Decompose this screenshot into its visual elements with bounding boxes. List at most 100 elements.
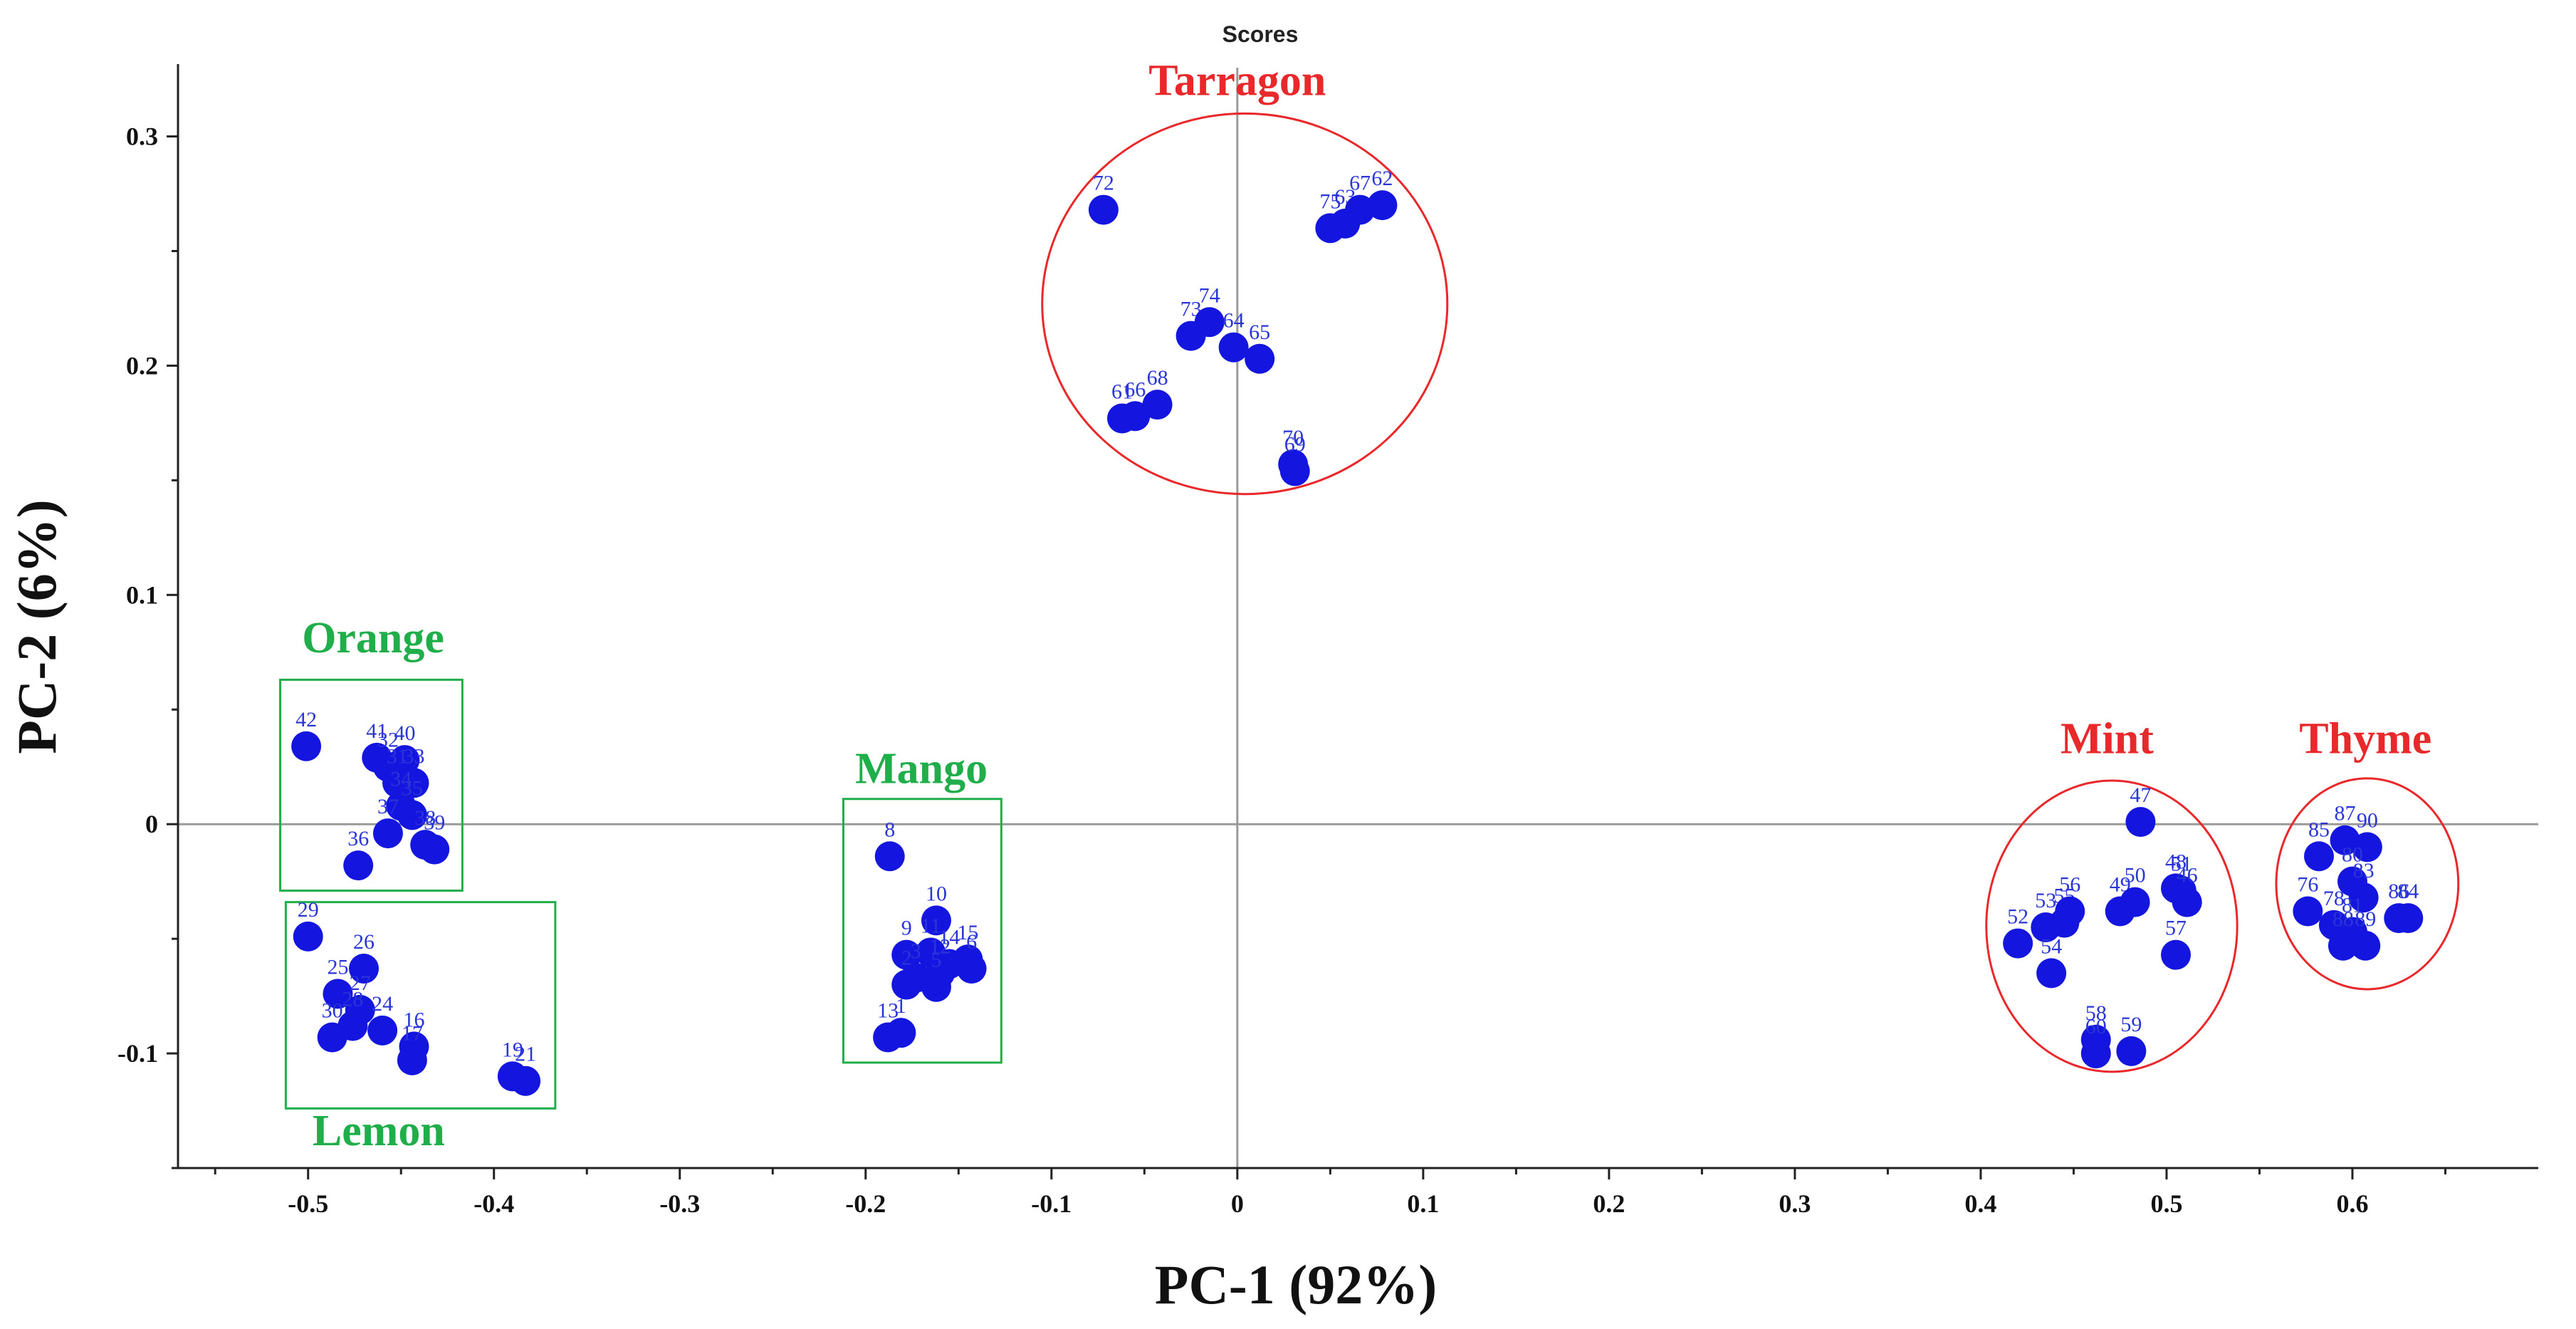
data-point-label: 74 bbox=[1199, 283, 1220, 307]
data-point-label: 62 bbox=[1371, 167, 1393, 190]
data-point bbox=[399, 768, 429, 798]
data-point-label: 70 bbox=[1282, 426, 1304, 449]
data-point bbox=[921, 905, 951, 936]
x-tick-label: -0.3 bbox=[659, 1189, 700, 1218]
tarragon-group-ellipse bbox=[1041, 112, 1449, 496]
data-point-label: 33 bbox=[404, 744, 425, 768]
x-tick-label: -0.5 bbox=[288, 1189, 328, 1218]
data-point bbox=[2120, 887, 2150, 917]
x-tick-label: -0.2 bbox=[845, 1189, 886, 1218]
data-point-label: 65 bbox=[1249, 320, 1270, 344]
data-point-label: 3 bbox=[911, 939, 921, 963]
mint-group-label: Mint bbox=[2061, 714, 2154, 763]
data-point-label: 9 bbox=[901, 917, 912, 940]
data-point bbox=[2303, 841, 2334, 872]
data-point bbox=[367, 1015, 398, 1046]
data-point-label: 29 bbox=[298, 898, 319, 922]
data-point-label: 21 bbox=[515, 1043, 536, 1066]
data-point bbox=[293, 921, 323, 952]
data-point-label: 14 bbox=[938, 926, 960, 949]
data-point bbox=[2293, 896, 2323, 927]
data-point bbox=[343, 850, 374, 881]
x-tick-label: -0.4 bbox=[473, 1189, 514, 1218]
data-point-label: 88 bbox=[2332, 907, 2354, 931]
x-tick-label: 0.4 bbox=[1964, 1189, 1996, 1218]
x-tick-label: 0.3 bbox=[1779, 1189, 1811, 1218]
data-point bbox=[2393, 903, 2424, 934]
data-point-label: 8 bbox=[884, 818, 895, 841]
data-point-label: 47 bbox=[2130, 783, 2151, 807]
data-point bbox=[2348, 882, 2379, 913]
data-point bbox=[2350, 930, 2381, 961]
data-point-label: 80 bbox=[2342, 843, 2363, 867]
data-point bbox=[291, 731, 322, 761]
data-point-label: 69 bbox=[1284, 433, 1306, 457]
data-point bbox=[397, 1045, 427, 1075]
data-point-label: 51 bbox=[2171, 853, 2192, 876]
data-point-label: 53 bbox=[2035, 889, 2056, 912]
data-point-label: 87 bbox=[2335, 802, 2356, 825]
data-point bbox=[349, 953, 379, 984]
data-point-label: 64 bbox=[1223, 309, 1245, 333]
data-point-label: 1 bbox=[896, 994, 906, 1018]
x-axis-label: PC-1 (92%) bbox=[1155, 1254, 1437, 1315]
data-point bbox=[2036, 958, 2067, 989]
data-point bbox=[317, 1022, 347, 1053]
data-point-label: 42 bbox=[295, 708, 317, 731]
data-point bbox=[2055, 896, 2085, 927]
data-point bbox=[389, 745, 420, 776]
data-point bbox=[511, 1065, 541, 1096]
data-point-label: 39 bbox=[424, 811, 445, 835]
data-point-label: 40 bbox=[394, 721, 415, 745]
data-point bbox=[1245, 343, 1275, 374]
data-point-label: 2 bbox=[901, 947, 912, 970]
data-point-label: 48 bbox=[2165, 850, 2187, 873]
mango-group-label: Mango bbox=[855, 744, 988, 793]
mint-group-ellipse bbox=[1985, 779, 2239, 1073]
thyme-group-label: Thyme bbox=[2299, 714, 2431, 763]
orange-group-box bbox=[279, 678, 464, 892]
data-point-label: 54 bbox=[2041, 934, 2062, 958]
data-point bbox=[2161, 939, 2192, 970]
mango-group-box bbox=[842, 798, 1002, 1064]
orange-group-label: Orange bbox=[302, 614, 444, 662]
data-point-label: 57 bbox=[2165, 917, 2187, 940]
data-point bbox=[2125, 806, 2156, 837]
data-point-label: 35 bbox=[402, 776, 423, 800]
data-point-label: 41 bbox=[366, 719, 387, 743]
data-point-label: 6 bbox=[966, 930, 977, 954]
data-point-label: 46 bbox=[2177, 864, 2198, 887]
data-point-label: 76 bbox=[2297, 873, 2318, 897]
data-point bbox=[1218, 332, 1249, 363]
y-tick-label: 0.3 bbox=[126, 123, 158, 151]
data-point-label: 16 bbox=[404, 1008, 425, 1031]
data-point bbox=[2003, 928, 2033, 959]
data-point-label: 52 bbox=[2007, 905, 2028, 929]
data-point-label: 83 bbox=[2353, 859, 2375, 882]
data-point bbox=[2328, 930, 2358, 961]
data-point-label: 61 bbox=[1111, 380, 1133, 403]
data-point-label: 34 bbox=[390, 767, 412, 791]
data-point bbox=[419, 834, 450, 865]
data-point bbox=[2352, 832, 2382, 862]
data-point-label: 31 bbox=[387, 744, 408, 768]
y-tick-label: 0.1 bbox=[126, 580, 158, 609]
chart-title: Scores bbox=[1222, 21, 1299, 47]
data-point-label: 37 bbox=[377, 795, 399, 818]
x-tick-label: 0.2 bbox=[1593, 1189, 1625, 1218]
data-point bbox=[1367, 190, 1398, 221]
x-tick-label: 0.1 bbox=[1407, 1189, 1439, 1218]
x-tick-label: -0.1 bbox=[1031, 1189, 1072, 1218]
data-point bbox=[921, 971, 951, 1002]
data-point bbox=[323, 979, 353, 1009]
data-point-label: 72 bbox=[1093, 172, 1114, 195]
data-point bbox=[372, 818, 403, 849]
data-point-label: 38 bbox=[414, 806, 436, 830]
data-point bbox=[874, 841, 905, 872]
data-point bbox=[891, 969, 922, 1000]
data-point-label: 75 bbox=[1319, 189, 1341, 213]
data-point bbox=[2080, 1038, 2111, 1069]
data-point-label: 66 bbox=[1124, 377, 1146, 401]
data-point-label: 60 bbox=[2085, 1015, 2107, 1038]
